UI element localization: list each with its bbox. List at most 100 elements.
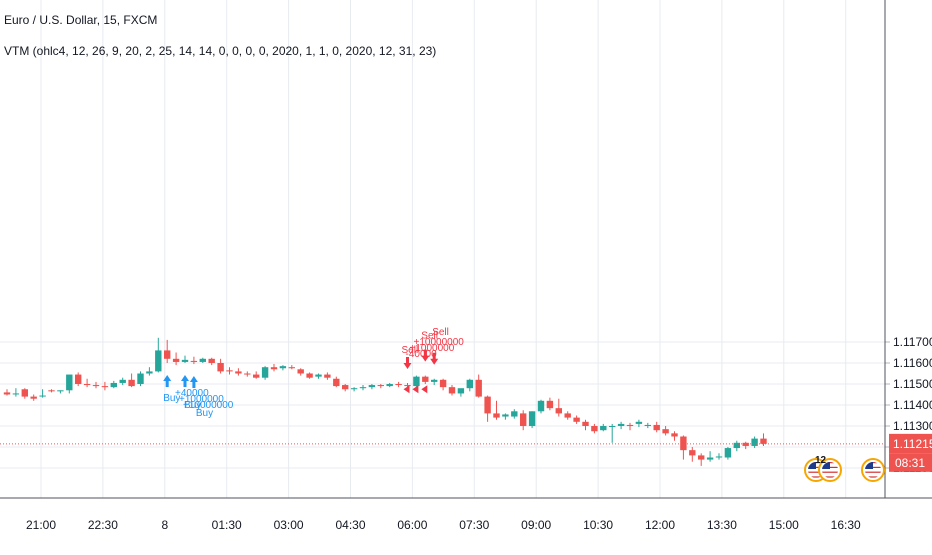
candle-body bbox=[644, 424, 651, 426]
countdown-value: 08:31 bbox=[895, 456, 925, 470]
candle-body bbox=[270, 367, 278, 370]
candle-body bbox=[306, 373, 313, 378]
time-axis-label: 8 bbox=[161, 518, 168, 532]
buy-arrow bbox=[181, 375, 189, 387]
candle-body bbox=[448, 387, 456, 394]
candle-body bbox=[502, 414, 509, 417]
candle-body bbox=[484, 396, 491, 414]
flag-stripe bbox=[808, 469, 824, 471]
candle-body bbox=[30, 396, 37, 399]
candle-body bbox=[217, 363, 224, 372]
flag-stripe bbox=[865, 476, 881, 478]
us-flag-icon[interactable] bbox=[861, 458, 885, 482]
candle-body bbox=[617, 423, 625, 426]
flag-canton bbox=[808, 462, 816, 469]
candle-body bbox=[324, 374, 331, 378]
last-price-tag bbox=[889, 433, 932, 454]
indicator-legend[interactable]: VTM (ohlc4, 12, 26, 9, 20, 2, 25, 14, 14… bbox=[4, 44, 437, 58]
exit-marker bbox=[412, 385, 419, 394]
time-axis-label: 16:30 bbox=[831, 518, 861, 532]
sell-arrow bbox=[403, 356, 412, 369]
candle-body bbox=[564, 413, 571, 418]
sell-amount: -40000 bbox=[406, 349, 438, 360]
time-axis-label: 13:30 bbox=[707, 518, 737, 532]
sell-label: Sell bbox=[402, 345, 419, 356]
candle-body bbox=[279, 366, 287, 369]
buy-label: Buy bbox=[184, 400, 201, 411]
price-axis-label: 1.11600 bbox=[893, 356, 932, 370]
candle-body bbox=[528, 411, 536, 426]
trade-signals: BuyBuyBuy+40000+1000000+10000000SellSell… bbox=[163, 327, 464, 419]
candle-body bbox=[537, 400, 545, 412]
time-axis-label: 07:30 bbox=[459, 518, 489, 532]
candle-body bbox=[297, 369, 304, 374]
buy-label: Buy bbox=[163, 393, 180, 404]
candle-body bbox=[226, 370, 233, 372]
price-axis-label: 1.11300 bbox=[893, 419, 932, 433]
candle-body bbox=[83, 384, 91, 386]
candle-body bbox=[3, 392, 11, 395]
time-axis-label: 10:30 bbox=[583, 518, 613, 532]
flag-stripe bbox=[865, 469, 881, 471]
candle-body bbox=[635, 421, 643, 424]
candle-body bbox=[315, 374, 322, 377]
sell-label: Sell bbox=[432, 327, 449, 338]
buy-arrow bbox=[189, 376, 198, 389]
symbol-legend[interactable]: Euro / U.S. Dollar, 15, FXCM bbox=[4, 13, 158, 27]
candle-body bbox=[199, 358, 206, 362]
candle-body bbox=[261, 367, 269, 378]
candle-body bbox=[582, 421, 589, 426]
candle-body bbox=[413, 376, 420, 387]
candle-body bbox=[404, 385, 411, 387]
candle-body bbox=[573, 417, 580, 422]
flag-stripe bbox=[822, 476, 838, 478]
candle-body bbox=[493, 413, 500, 418]
candle-body bbox=[75, 374, 82, 384]
candle-body bbox=[253, 374, 260, 378]
candle-body bbox=[288, 367, 295, 369]
us-flag-icon[interactable] bbox=[818, 458, 842, 482]
last-price-value: 1.11215 bbox=[893, 437, 932, 451]
candle-body bbox=[21, 389, 28, 397]
candle-body bbox=[155, 350, 162, 372]
candle-body bbox=[698, 455, 705, 460]
flag-stripe bbox=[822, 474, 838, 476]
candle-body bbox=[466, 379, 473, 389]
flag-stripe bbox=[808, 476, 824, 478]
candle-body bbox=[395, 384, 402, 386]
candle-body bbox=[57, 390, 64, 392]
candle-body bbox=[591, 426, 598, 432]
time-axis-label: 09:00 bbox=[521, 518, 551, 532]
candle-body bbox=[377, 385, 384, 387]
candle-body bbox=[137, 373, 144, 384]
buy-label: Buy bbox=[196, 408, 213, 419]
event-count-badge[interactable]: 12 bbox=[815, 455, 827, 466]
buy-amount: +40000 bbox=[175, 388, 209, 399]
candle-body bbox=[751, 438, 758, 446]
candle-body bbox=[475, 379, 482, 397]
candle-body bbox=[600, 426, 607, 431]
grid-lines bbox=[0, 0, 885, 498]
economic-events[interactable]: 12 bbox=[804, 455, 885, 482]
time-axis-label: 21:00 bbox=[26, 518, 56, 532]
countdown-tag bbox=[889, 453, 932, 472]
exit-marker bbox=[421, 385, 428, 394]
flag-canton bbox=[822, 462, 830, 469]
candles bbox=[0, 337, 885, 466]
candle-body bbox=[172, 358, 180, 362]
buy-amount: +10000000 bbox=[183, 400, 234, 411]
candle-body bbox=[706, 457, 714, 460]
candle-body bbox=[439, 379, 447, 388]
buy-amount: +1000000 bbox=[179, 394, 224, 405]
candle-body bbox=[128, 379, 135, 387]
candle-body bbox=[208, 358, 215, 363]
time-axis-label: 04:30 bbox=[335, 518, 365, 532]
time-axis-label: 15:00 bbox=[769, 518, 799, 532]
buy-arrow bbox=[163, 375, 172, 387]
flag-stripe bbox=[822, 469, 838, 471]
price-axis-label: 1.11400 bbox=[893, 398, 932, 412]
flag-stripe bbox=[808, 471, 824, 473]
flag-body bbox=[822, 462, 838, 478]
